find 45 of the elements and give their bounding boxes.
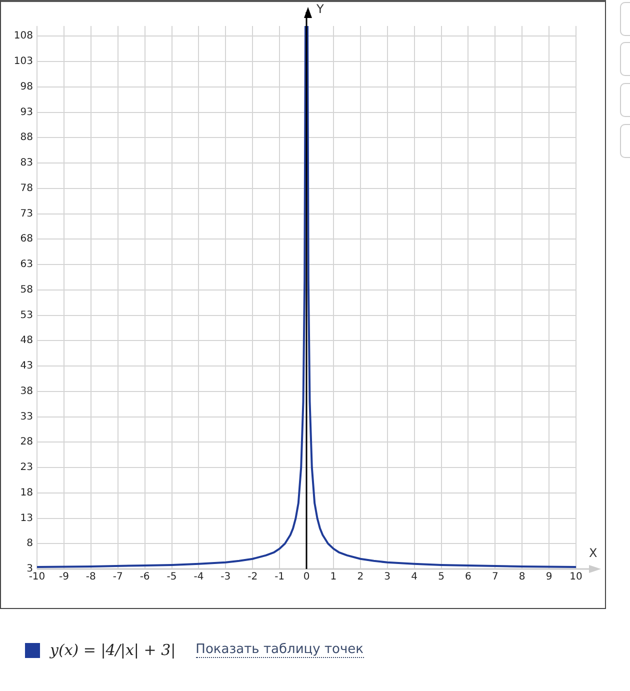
x-tick-label: 10 bbox=[570, 572, 582, 583]
y-tick-label: 58 bbox=[20, 284, 33, 296]
x-tick-label: 2 bbox=[357, 572, 364, 583]
y-tick-label: 93 bbox=[20, 106, 33, 118]
y-tick-label: 98 bbox=[20, 81, 33, 92]
x-tick-label: 0 bbox=[303, 572, 310, 583]
x-tick-label: 7 bbox=[492, 572, 498, 583]
y-tick-label: 18 bbox=[20, 487, 33, 498]
y-tick-label: 8 bbox=[26, 538, 33, 550]
x-tick-label: 9 bbox=[546, 572, 552, 583]
x-tick-label: -1 bbox=[274, 572, 285, 583]
y-tick-label: 63 bbox=[20, 259, 33, 270]
x-tick-label: -8 bbox=[86, 572, 96, 583]
y-tick-label: 13 bbox=[20, 512, 33, 524]
x-tick-label: 4 bbox=[411, 572, 418, 583]
y-tick-label: 88 bbox=[20, 132, 33, 144]
x-tick-label: -3 bbox=[220, 572, 231, 583]
x-tick-label: 1 bbox=[330, 572, 337, 583]
y-tick-label: 78 bbox=[20, 182, 33, 194]
x-tick-label: 8 bbox=[518, 572, 526, 583]
y-tick-label: 33 bbox=[20, 411, 33, 422]
y-tick-label: 68 bbox=[20, 234, 33, 245]
y-tick-label: 53 bbox=[20, 310, 33, 321]
y-tick-label: 73 bbox=[20, 208, 33, 220]
x-tick-label: 5 bbox=[438, 572, 444, 583]
text: Показать таблицу точек bbox=[196, 642, 364, 658]
y-axis-title: Y bbox=[316, 2, 324, 16]
y-tick-label: 43 bbox=[20, 360, 33, 372]
x-axis-title: X bbox=[589, 546, 598, 560]
x-tick-label: -5 bbox=[166, 572, 177, 583]
x-tick-label: -7 bbox=[112, 572, 123, 583]
x-tick-label: -6 bbox=[140, 572, 150, 583]
x-tick-label: -2 bbox=[248, 572, 258, 583]
y-tick-label: 38 bbox=[20, 386, 33, 397]
x-tick-label: -9 bbox=[58, 572, 69, 583]
x-tick-label: 3 bbox=[384, 572, 391, 583]
x-tick-label: 6 bbox=[465, 572, 472, 583]
y-tick-label: 83 bbox=[20, 158, 33, 169]
y-tick-label: 28 bbox=[20, 436, 33, 448]
y-tick-label: 48 bbox=[20, 335, 33, 346]
x-tick-label: -4 bbox=[194, 572, 204, 583]
y-tick-label: 108 bbox=[14, 30, 33, 42]
legend-label: y(x) = |4/|x| + 3| bbox=[50, 641, 176, 659]
y-tick-label: 103 bbox=[14, 56, 33, 68]
y-tick-label: 23 bbox=[20, 462, 33, 474]
